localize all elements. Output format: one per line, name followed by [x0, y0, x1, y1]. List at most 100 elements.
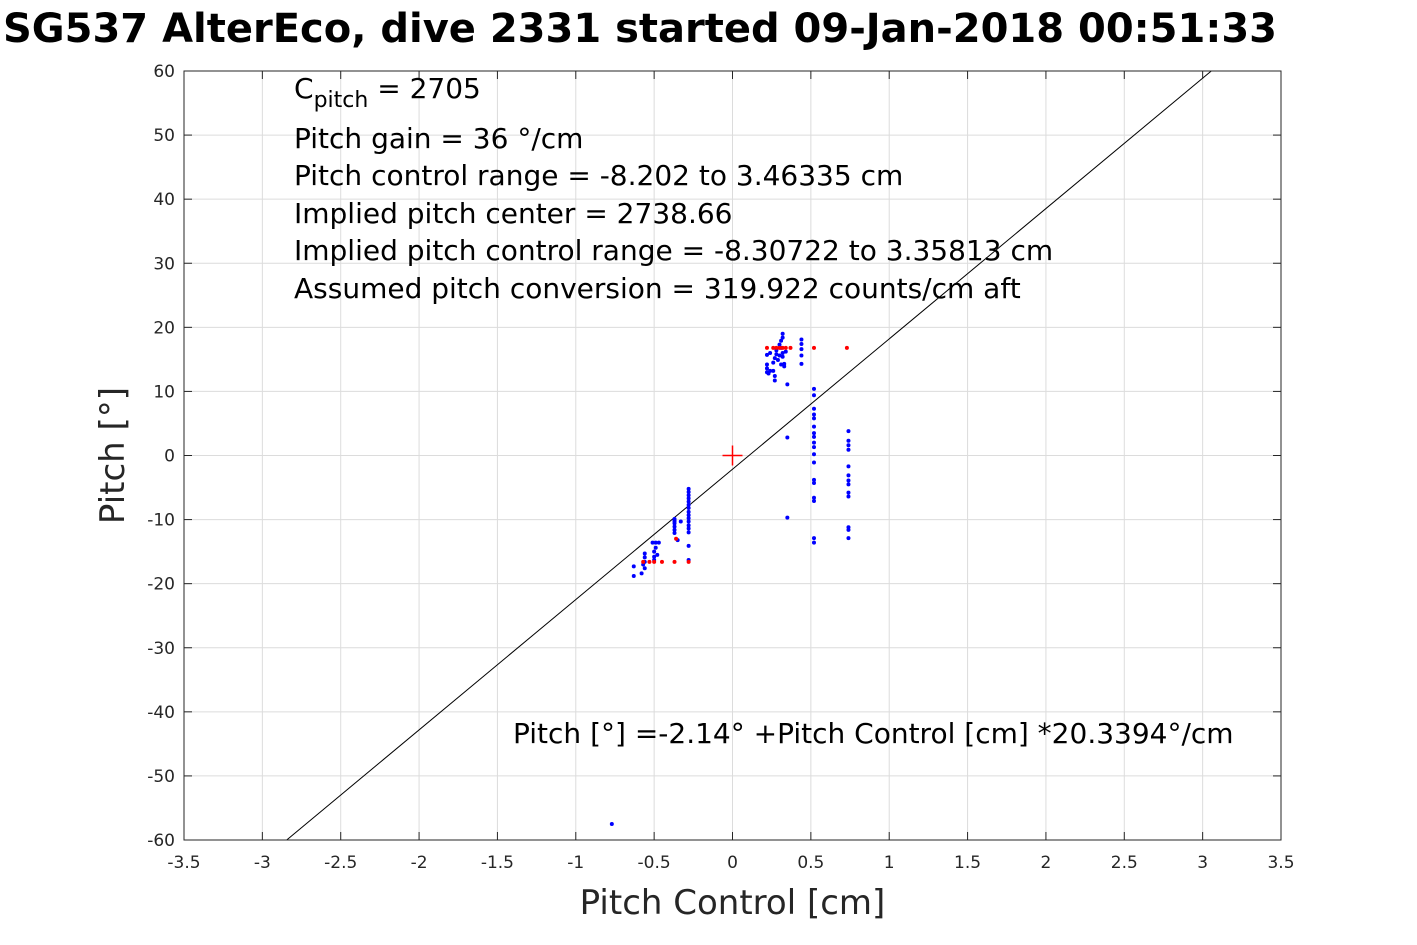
data-point [655, 552, 660, 557]
data-point [799, 337, 804, 342]
flagged-point [659, 559, 664, 564]
data-point [686, 506, 691, 511]
x-tick-label: -1.5 [481, 853, 514, 873]
data-point [672, 531, 677, 536]
flagged-point [844, 345, 849, 350]
data-point [774, 352, 779, 357]
data-point [672, 524, 677, 529]
data-point [785, 435, 790, 440]
data-point [672, 527, 677, 532]
annotation-pitch-gain: Pitch gain = 36 °/cm [294, 122, 583, 155]
x-tick-label: 0.5 [797, 853, 824, 873]
annotation-cpitch-value: = 2705 [368, 72, 481, 105]
data-point [609, 821, 614, 826]
data-point [777, 342, 782, 347]
data-point [799, 353, 804, 358]
flagged-point [783, 345, 788, 350]
data-point [799, 341, 804, 346]
annotation-cpitch-subscript: pitch [314, 88, 369, 113]
x-tick-label: -1 [567, 853, 584, 873]
flagged-point [686, 559, 691, 564]
data-point [846, 490, 851, 495]
data-point [811, 445, 816, 450]
x-tick-label: 3.5 [1267, 853, 1294, 873]
data-point [686, 509, 691, 514]
chart-title: SG537 AlterEco, dive 2331 started 09-Jan… [3, 6, 1277, 52]
data-point [686, 530, 691, 535]
fit-line-layer [286, 70, 1212, 841]
data-point [652, 554, 657, 559]
y-tick-label: 60 [153, 62, 175, 82]
x-tick-label: 2 [1041, 853, 1052, 873]
data-point [639, 571, 644, 576]
flagged-point [647, 559, 652, 564]
data-point [811, 406, 816, 411]
data-point [653, 540, 658, 545]
y-tick-label: 20 [153, 318, 175, 338]
flagged-point [652, 559, 657, 564]
data-point [811, 540, 816, 545]
annotation-block: Cpitch = 2705 Pitch gain = 36 °/cm Pitch… [294, 72, 1053, 305]
flagged-point [811, 345, 816, 350]
data-point [631, 573, 636, 578]
data-point [811, 393, 816, 398]
x-tick-label: 1.5 [954, 853, 981, 873]
data-point [686, 519, 691, 524]
data-point [653, 545, 658, 550]
data-point [678, 519, 683, 524]
data-point [780, 354, 785, 359]
data-point [652, 549, 657, 554]
data-point [686, 502, 691, 507]
data-point [642, 555, 647, 560]
data-point [846, 429, 851, 434]
data-point [846, 443, 851, 448]
data-point [686, 513, 691, 518]
data-point [771, 360, 776, 365]
data-point [780, 331, 785, 336]
data-point [672, 516, 677, 521]
flagged-point [672, 559, 677, 564]
data-point [811, 452, 816, 457]
x-tick-label: -3 [254, 853, 271, 873]
flagged-point [771, 345, 776, 350]
data-point [686, 496, 691, 501]
x-tick-label: 3 [1197, 853, 1208, 873]
annotation-cpitch-base: C [294, 72, 314, 105]
y-tick-label: 50 [153, 126, 175, 146]
data-point [764, 352, 769, 357]
x-tick-label: -0.5 [638, 853, 671, 873]
data-point [811, 460, 816, 465]
data-points [609, 331, 851, 826]
data-point [642, 551, 647, 556]
data-point [686, 523, 691, 528]
flagged-point [764, 345, 769, 350]
data-point [846, 473, 851, 478]
data-point [779, 338, 784, 343]
axis-ticks: -3.5 -3 -2.5 -2 -1.5 -1 -0.5 0 0.5 1 1.5 2 2.5 3 3.5 60… [147, 62, 1294, 873]
data-point [650, 540, 655, 545]
x-axis-label: Pitch Control [cm] [580, 883, 886, 923]
y-tick-label: -30 [147, 639, 175, 659]
data-point [846, 536, 851, 541]
data-point [846, 482, 851, 487]
y-tick-label: -10 [147, 511, 175, 531]
data-point [772, 356, 777, 361]
y-tick-label: -40 [147, 703, 175, 723]
x-tick-label: -2.5 [324, 853, 357, 873]
data-point [686, 493, 691, 498]
data-point [811, 386, 816, 391]
data-point [686, 516, 691, 521]
data-point [799, 361, 804, 366]
fit-line [286, 70, 1212, 841]
y-tick-label: 10 [153, 382, 175, 402]
data-point [846, 527, 851, 532]
data-point [783, 349, 788, 354]
y-tick-label: 30 [153, 254, 175, 274]
y-tick-label: -50 [147, 767, 175, 787]
x-tick-label: 0 [727, 853, 738, 873]
flagged-point [641, 559, 646, 564]
data-point [686, 490, 691, 495]
data-point [846, 464, 851, 469]
data-point [779, 362, 784, 367]
data-point [686, 543, 691, 548]
